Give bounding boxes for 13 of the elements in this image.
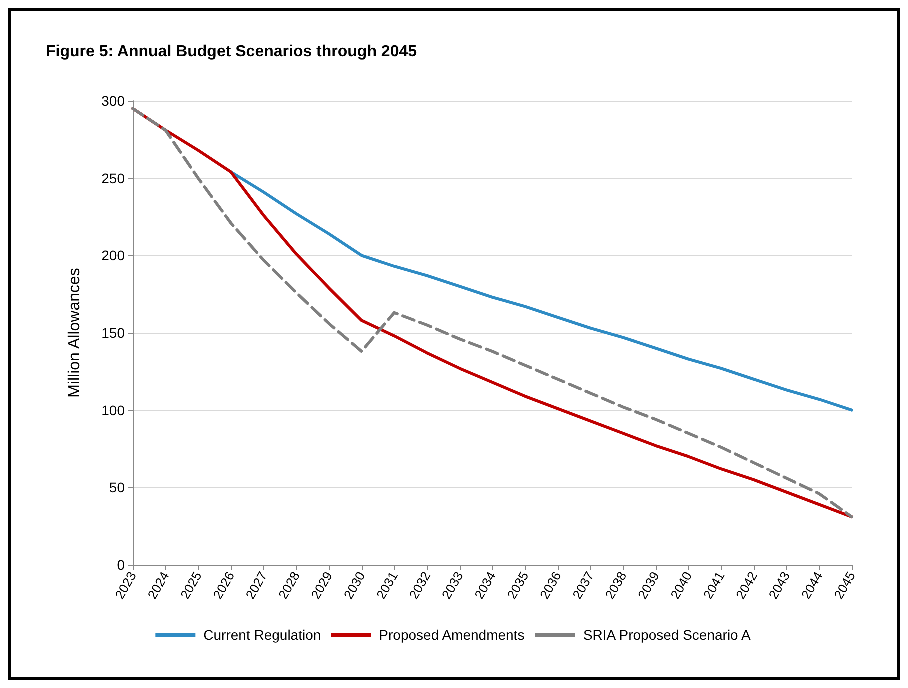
- legend-label: SRIA Proposed Scenario A: [583, 627, 752, 643]
- y-tick-label: 100: [102, 402, 126, 418]
- y-tick-label: 150: [102, 325, 126, 341]
- legend-label: Current Regulation: [204, 627, 322, 643]
- legend-label: Proposed Amendments: [379, 627, 525, 643]
- y-tick-label: 0: [117, 557, 126, 573]
- chart-title: Figure 5: Annual Budget Scenarios through 2045: [46, 44, 418, 60]
- y-tick-label: 250: [102, 170, 126, 186]
- y-tick-label: 200: [102, 248, 126, 264]
- y-tick-label: 50: [109, 480, 126, 496]
- y-axis-title: Million Allowances: [66, 268, 84, 398]
- line-series: [230, 170, 854, 412]
- y-tick-label: 300: [102, 93, 126, 109]
